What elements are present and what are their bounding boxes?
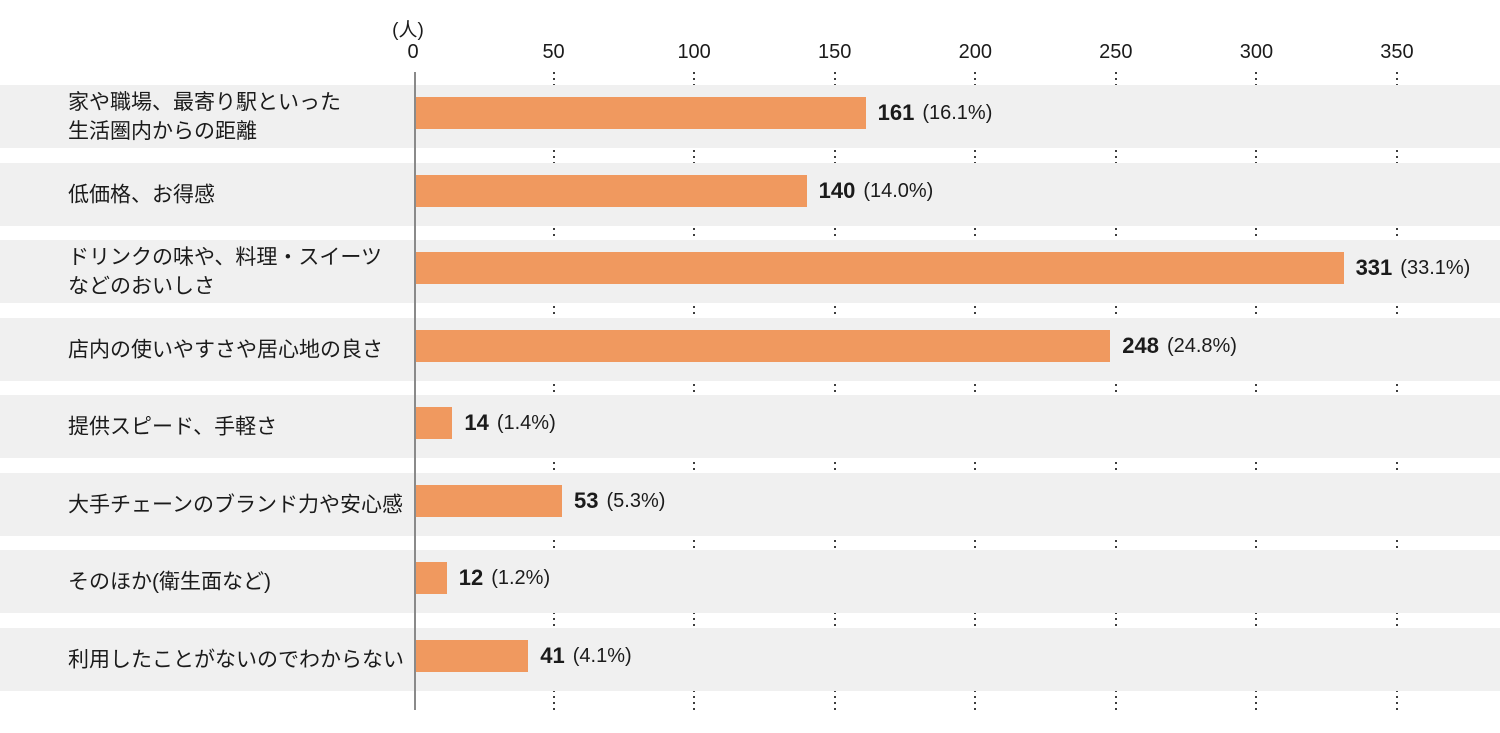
category-label: そのほか(衛生面など) <box>68 570 271 593</box>
bar <box>416 562 447 594</box>
value-number: 12 <box>458 565 484 590</box>
category-label: 利用したことがないのでわからない <box>68 648 404 671</box>
value-percent: (1.4%) <box>496 411 556 434</box>
chart-row: 利用したことがないのでわからない 41 (4.1%) <box>0 628 1500 691</box>
bar <box>416 97 866 129</box>
dotted-gridline <box>693 72 696 710</box>
value-percent: (33.1%) <box>1400 256 1471 279</box>
value-number: 53 <box>574 488 599 513</box>
category-label: 大手チェーンのブランド力や安心感 <box>68 493 403 516</box>
category-label: 家や職場、最寄り駅といった 生活圏内からの距離 <box>68 90 341 143</box>
bar <box>416 485 562 517</box>
value-label: 140 (14.0%) <box>819 175 934 207</box>
bar <box>416 252 1344 284</box>
category-label: ドリンクの味や、料理・スイーツ などのおいしさ <box>68 245 382 298</box>
dotted-gridline <box>974 72 977 710</box>
value-label: 12 (1.2%) <box>459 562 550 594</box>
bar <box>416 640 529 672</box>
bar <box>416 330 1111 362</box>
value-percent: (14.0%) <box>863 179 934 202</box>
category-label: 低価格、お得感 <box>68 183 215 206</box>
value-label: 248 (24.8%) <box>1122 330 1237 362</box>
x-axis-tick: 250 <box>1099 41 1133 63</box>
category-label: 店内の使いやすさや居心地の良さ <box>68 338 383 361</box>
value-percent: (1.2%) <box>491 566 551 589</box>
x-axis-tick: 300 <box>1239 41 1274 63</box>
dotted-gridline <box>833 72 836 710</box>
chart-row: 家や職場、最寄り駅といった 生活圏内からの距離 161 (16.1%) <box>0 85 1500 148</box>
value-label: 53 (5.3%) <box>574 485 665 517</box>
chart-row: そのほか(衛生面など) 12 (1.2%) <box>0 550 1500 613</box>
value-number: 248 <box>1122 333 1159 358</box>
zero-axis-line <box>414 72 416 710</box>
value-percent: (4.1%) <box>572 644 632 667</box>
chart-row: ドリンクの味や、料理・スイーツ などのおいしさ 331 (33.1%) <box>0 240 1500 303</box>
dotted-gridline <box>1395 72 1398 710</box>
category-label: 提供スピード、手軽さ <box>68 415 278 438</box>
dotted-gridline <box>1114 72 1117 710</box>
value-label: 41 (4.1%) <box>540 640 631 672</box>
dotted-gridline <box>1255 72 1258 710</box>
value-number: 161 <box>877 100 915 125</box>
value-number: 41 <box>540 643 565 668</box>
x-axis-tick: 50 <box>542 41 565 63</box>
chart-row: 低価格、お得感 140 (14.0%) <box>0 163 1500 226</box>
chart-row: 大手チェーンのブランド力や安心感 53 (5.3%) <box>0 473 1500 536</box>
bar <box>416 407 453 439</box>
value-percent: (16.1%) <box>922 101 993 124</box>
chart-row: 店内の使いやすさや居心地の良さ 248 (24.8%) <box>0 318 1500 381</box>
value-percent: (5.3%) <box>606 489 666 512</box>
bar <box>416 175 807 207</box>
value-number: 14 <box>464 410 489 435</box>
value-number: 331 <box>1355 255 1393 280</box>
x-axis-tick: 150 <box>818 41 852 63</box>
x-axis-tick: 200 <box>958 41 992 63</box>
x-axis-tick: 350 <box>1380 41 1414 63</box>
axis-unit-label: (人) <box>392 20 424 41</box>
value-number: 140 <box>818 178 856 203</box>
dotted-gridline <box>552 72 555 710</box>
x-axis-tick: 100 <box>677 41 711 63</box>
x-axis-tick: 0 <box>407 41 419 63</box>
chart-row: 提供スピード、手軽さ 14 (1.4%) <box>0 395 1500 458</box>
value-label: 331 (33.1%) <box>1356 252 1471 284</box>
value-label: 14 (1.4%) <box>464 407 555 439</box>
value-label: 161 (16.1%) <box>878 97 993 129</box>
value-percent: (24.8%) <box>1166 334 1237 357</box>
